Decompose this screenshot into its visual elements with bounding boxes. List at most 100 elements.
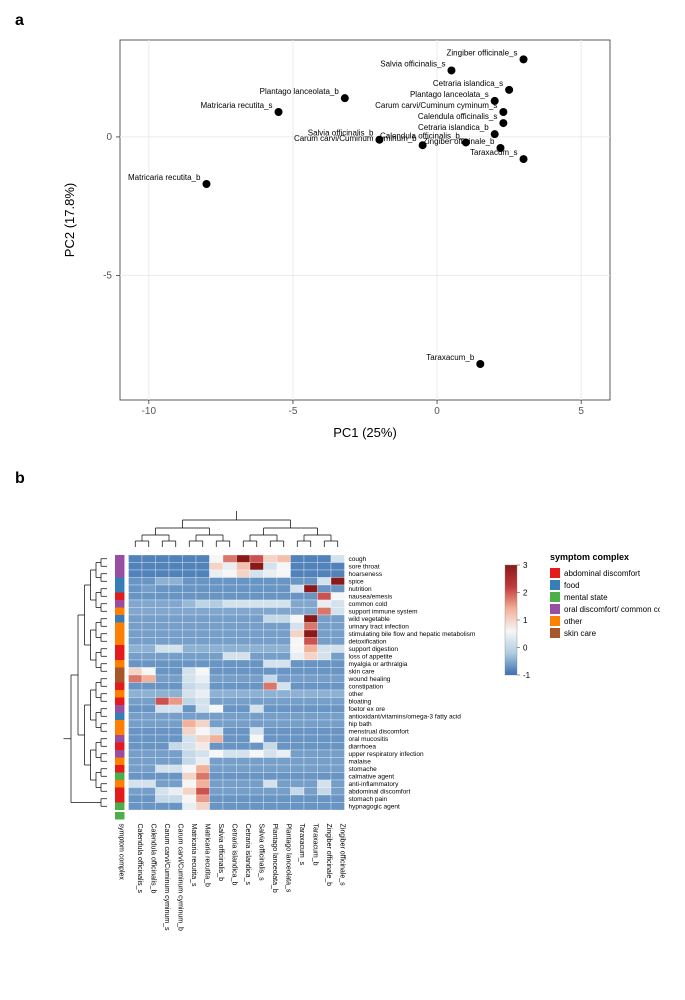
heatmap-cell: [318, 623, 332, 631]
heatmap-cell: [196, 743, 210, 751]
heatmap-cell: [331, 773, 345, 781]
heatmap-cell: [291, 720, 305, 728]
heatmap-cell: [250, 578, 264, 586]
heatmap-cell: [250, 773, 264, 781]
heatmap-cell: [277, 735, 291, 743]
heatmap-cell: [142, 728, 156, 736]
heatmap-cell: [196, 653, 210, 661]
heatmap-cell: [331, 683, 345, 691]
heatmap-cell: [196, 720, 210, 728]
heatmap-cell: [277, 555, 291, 563]
row-annotation-cell: [115, 683, 124, 691]
heatmap-cell: [291, 803, 305, 811]
heatmap-cell: [277, 690, 291, 698]
heatmap-cell: [169, 555, 183, 563]
pca-point-label: Carum carvi/Cuminum cyminum_s: [375, 101, 497, 110]
heatmap-cell: [291, 683, 305, 691]
heatmap-cell: [331, 690, 345, 698]
heatmap-cell: [331, 795, 345, 803]
heatmap-cell: [210, 803, 224, 811]
row-label: cough: [349, 556, 367, 563]
row-annotation-cell: [115, 720, 124, 728]
heatmap-cell: [331, 585, 345, 593]
row-label: nutrition: [349, 586, 373, 593]
heatmap-cell: [156, 728, 170, 736]
heatmap-cell: [142, 615, 156, 623]
row-label: common cold: [349, 601, 388, 608]
heatmap-cell: [169, 593, 183, 601]
row-label: hoarseness: [349, 571, 383, 578]
heatmap-cell: [196, 728, 210, 736]
heatmap-cell: [210, 578, 224, 586]
heatmap-cell: [291, 593, 305, 601]
heatmap-cell: [210, 758, 224, 766]
row-label: wound healing: [348, 676, 391, 683]
heatmap-cell: [183, 758, 197, 766]
heatmap-cell: [210, 563, 224, 571]
heatmap-cell: [250, 780, 264, 788]
row-annotation-cell: [115, 600, 124, 608]
heatmap-cell: [237, 743, 251, 751]
heatmap-cell: [237, 690, 251, 698]
heatmap-cell: [250, 668, 264, 676]
heatmap-cell: [291, 563, 305, 571]
legend-swatch: [550, 592, 560, 602]
heatmap-cell: [264, 743, 278, 751]
heatmap-cell: [304, 585, 318, 593]
heatmap-cell: [223, 660, 237, 668]
row-label: support digestion: [349, 646, 399, 653]
heatmap-cell: [318, 683, 332, 691]
heatmap-cell: [291, 675, 305, 683]
heatmap-cell: [129, 765, 143, 773]
col-label: Plantago lanceolata_b: [271, 824, 278, 893]
heatmap-cell: [223, 675, 237, 683]
heatmap-cell: [291, 585, 305, 593]
heatmap-cell: [264, 713, 278, 721]
heatmap-cell: [210, 698, 224, 706]
heatmap-cell: [304, 728, 318, 736]
heatmap-cell: [291, 735, 305, 743]
row-label: myalgia or arthralgia: [349, 661, 408, 668]
heatmap-cell: [250, 720, 264, 728]
heatmap-cell: [196, 803, 210, 811]
heatmap-cell: [237, 608, 251, 616]
row-label: sore throat: [349, 564, 380, 571]
heatmap-cell: [196, 645, 210, 653]
heatmap-cell: [196, 780, 210, 788]
colorbar-tick: 3: [523, 561, 528, 570]
row-annotation-cell: [115, 608, 124, 616]
heatmap-cell: [156, 675, 170, 683]
heatmap-cell: [156, 668, 170, 676]
heatmap-cell: [250, 600, 264, 608]
heatmap-cell: [169, 705, 183, 713]
heatmap-cell: [264, 773, 278, 781]
heatmap-cell: [183, 728, 197, 736]
heatmap-cell: [331, 743, 345, 751]
heatmap-cell: [277, 570, 291, 578]
pca-point: [202, 180, 210, 188]
pca-point: [447, 66, 455, 74]
heatmap-cell: [264, 593, 278, 601]
heatmap-cell: [237, 668, 251, 676]
pca-point-label: Plantago lanceolata_s: [410, 90, 489, 99]
heatmap-cell: [142, 638, 156, 646]
heatmap-cell: [183, 690, 197, 698]
heatmap-cell: [277, 788, 291, 796]
heatmap-cell: [183, 750, 197, 758]
heatmap-cell: [331, 668, 345, 676]
heatmap-cell: [156, 758, 170, 766]
heatmap-cell: [210, 600, 224, 608]
heatmap-cell: [277, 585, 291, 593]
heatmap-cell: [291, 705, 305, 713]
col-label: Calendula officinalis_b: [149, 824, 156, 894]
heatmap-cell: [169, 570, 183, 578]
heatmap-cell: [142, 698, 156, 706]
heatmap-cell: [277, 608, 291, 616]
heatmap-cell: [304, 675, 318, 683]
row-label: stimulating bile flow and hepatic metabo…: [349, 631, 476, 638]
heatmap-cell: [250, 765, 264, 773]
heatmap-cell: [223, 600, 237, 608]
heatmap-cell: [169, 713, 183, 721]
heatmap-cell: [331, 780, 345, 788]
heatmap-cell: [318, 713, 332, 721]
